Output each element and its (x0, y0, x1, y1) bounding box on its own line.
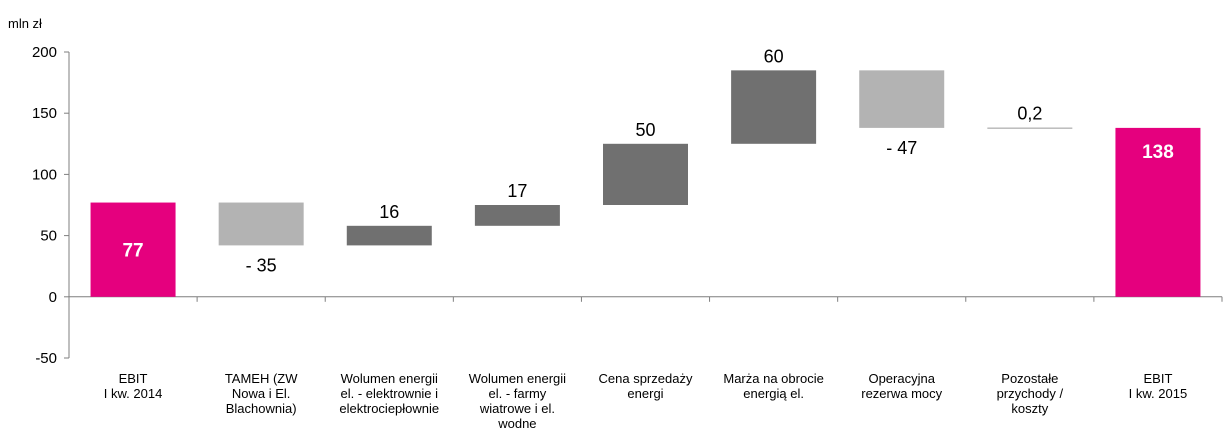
category-label: Cena sprzedaży energi (599, 371, 693, 401)
category-label: EBIT I kw. 2014 (104, 371, 163, 401)
category-label: Operacyjna rezerwa mocy (861, 371, 942, 401)
data-label: 16 (379, 202, 399, 222)
bar-increase (603, 143, 688, 205)
y-tick-label: -50 (35, 350, 57, 367)
bar-increase (346, 225, 432, 246)
data-label: 138 (1142, 142, 1174, 163)
y-axis-unit-label: mln zł (8, 16, 42, 31)
category-label: Pozostałe przychody / koszty (997, 371, 1064, 416)
bar-decrease (859, 70, 945, 128)
category-label: Marża na obrocie energią el. (723, 371, 823, 401)
data-label: 50 (635, 120, 655, 140)
data-label: 17 (507, 181, 527, 201)
bar-decrease (218, 202, 304, 246)
bar-total (1115, 127, 1201, 297)
category-labels-layer: EBIT I kw. 2014 TAMEH (ZW Nowa i El. Blachow… (104, 371, 1187, 431)
category-label: TAMEH (ZW Nowa i El. Blachownia) (225, 371, 298, 416)
bar-increase (474, 205, 560, 226)
category-label: Wolumen energii el. - farmy wiatrowe i el.… (469, 371, 566, 431)
data-label: - 47 (886, 138, 917, 158)
bar-increase (987, 127, 1073, 129)
category-label: Wolumen energii el. - elektrownie i elektr… (339, 371, 439, 416)
data-label: 77 (122, 241, 143, 262)
y-tick-label: 0 (49, 289, 57, 306)
axes-layer: 200 150 100 50 0 -50 (32, 44, 1223, 367)
data-label: 0,2 (1017, 104, 1042, 124)
category-label: EBIT I kw. 2015 (1129, 371, 1188, 401)
bar-increase (731, 70, 817, 144)
bar-total (90, 202, 176, 297)
y-tick-label: 50 (40, 228, 57, 245)
y-tick-label: 100 (32, 166, 57, 183)
data-labels-layer: 77 - 35 16 17 50 60 - 47 0,2 138 (122, 46, 1173, 275)
y-tick-label: 150 (32, 105, 57, 122)
data-label: 60 (764, 46, 784, 66)
y-tick-label: 200 (32, 44, 57, 61)
bars-layer (90, 70, 1201, 297)
data-label: - 35 (246, 255, 277, 275)
